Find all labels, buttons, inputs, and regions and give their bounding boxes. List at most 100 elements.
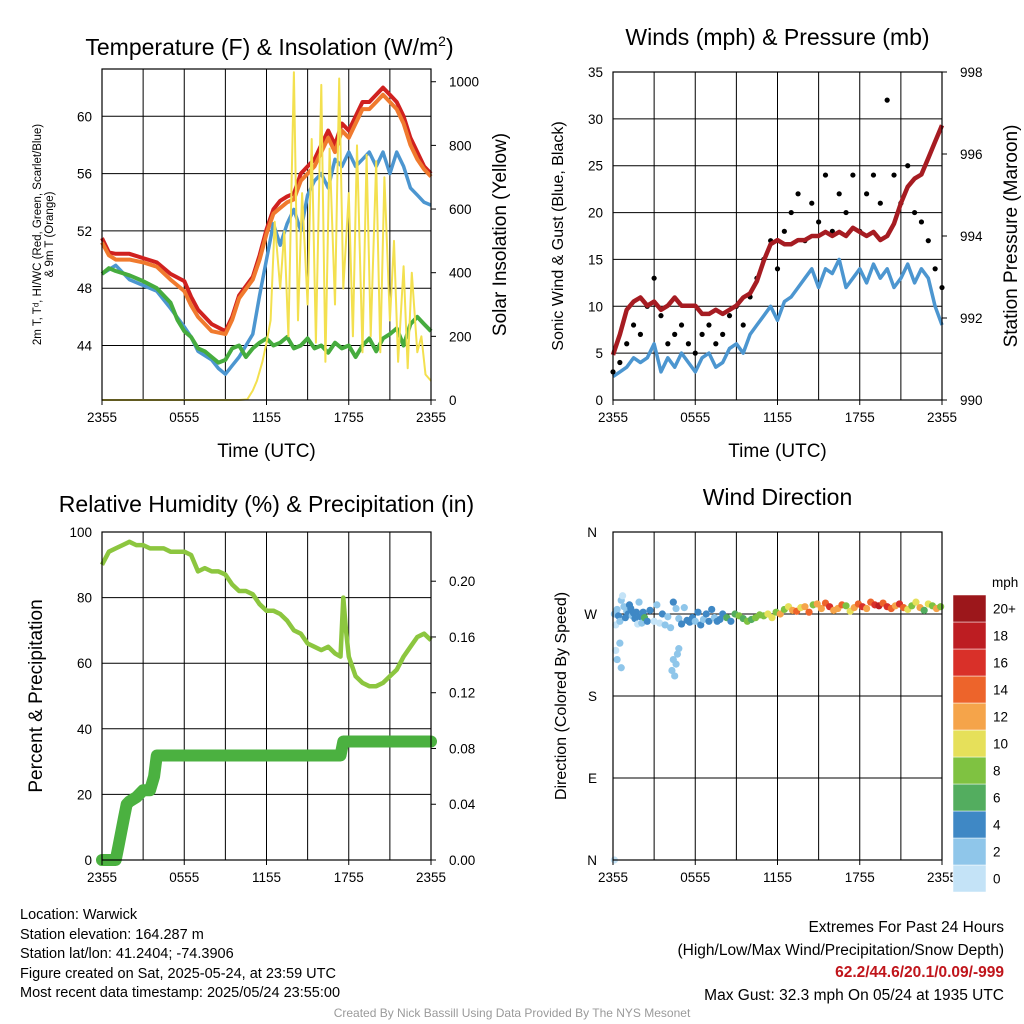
x-tick-label: 2355 bbox=[416, 870, 446, 885]
series-line bbox=[610, 124, 945, 356]
y-left-tick-label: 20 bbox=[77, 787, 92, 802]
credit-line: Created By Nick Bassill Using Data Provi… bbox=[333, 1006, 691, 1020]
direction-point bbox=[842, 602, 850, 610]
extremes-values: 62.2/44.6/20.1/0.09/-999 bbox=[835, 964, 1004, 981]
y-left-tick-label: 56 bbox=[77, 167, 92, 182]
y-left-tick-label: 80 bbox=[77, 591, 92, 606]
y-right-tick-label: 200 bbox=[449, 329, 472, 344]
direction-point bbox=[638, 619, 646, 627]
gust-point bbox=[630, 322, 637, 328]
colorbar-label: 14 bbox=[993, 683, 1009, 698]
colorbar-swatch bbox=[952, 648, 987, 677]
grid-lines bbox=[612, 71, 943, 401]
y-right-tick-label: 990 bbox=[960, 393, 983, 408]
direction-point bbox=[661, 621, 669, 629]
colorbar-swatch bbox=[952, 810, 987, 839]
y-left-tick-label: 60 bbox=[77, 656, 92, 671]
station-location: Location: Warwick bbox=[20, 907, 138, 923]
gust-point bbox=[788, 209, 794, 216]
x-tick-label: 0555 bbox=[680, 410, 710, 425]
panel-rh: 2355 0555 1155 1755 2355 0 20 40 60 80 100 0.00 0.04… bbox=[26, 491, 476, 885]
direction-point bbox=[666, 624, 675, 632]
y-right-tick-label: 1000 bbox=[449, 75, 479, 90]
direction-point bbox=[658, 610, 666, 618]
y-left-tick-label: 0 bbox=[595, 393, 603, 408]
gust-point bbox=[699, 331, 705, 337]
direction-point bbox=[616, 617, 624, 625]
y-direction-tick-label: W bbox=[584, 607, 597, 622]
y-left-tick-label: 30 bbox=[588, 112, 603, 127]
colorbar-label: 0 bbox=[993, 872, 1001, 887]
direction-point bbox=[650, 617, 658, 625]
station-latlon: Station lat/lon: 41.2404; -74.3906 bbox=[20, 946, 234, 962]
direction-point bbox=[669, 598, 677, 606]
x-axis-label: Time (UTC) bbox=[217, 441, 316, 462]
gust-point bbox=[720, 331, 726, 337]
gust-point bbox=[843, 209, 849, 216]
direction-point bbox=[635, 598, 643, 606]
y-left-tick-label: 25 bbox=[588, 159, 603, 174]
direction-point bbox=[653, 601, 661, 609]
direction-point bbox=[920, 606, 928, 614]
direction-point bbox=[699, 615, 708, 624]
y-left-tick-label: 35 bbox=[588, 65, 603, 80]
speed-colorbar: mph 0 2 4 6 8 10 12 14 16 18 20+ bbox=[952, 575, 1018, 893]
gust-point bbox=[932, 266, 938, 272]
direction-point bbox=[817, 604, 825, 613]
y-left-tick-label: 60 bbox=[77, 109, 92, 124]
gust-point bbox=[864, 191, 870, 197]
extremes-subtitle: (High/Low/Max Wind/Precipitation/Snow De… bbox=[677, 941, 1005, 959]
direction-point bbox=[708, 605, 716, 614]
gust-point bbox=[726, 313, 733, 319]
gust-point bbox=[822, 172, 829, 178]
direction-point bbox=[697, 621, 705, 629]
direction-point bbox=[675, 645, 683, 653]
gust-point bbox=[911, 209, 918, 216]
x-tick-label: 1155 bbox=[763, 410, 792, 425]
y-left-axis-label: Direction (Colored By Speed) bbox=[553, 592, 570, 800]
y-left-tick-label: 100 bbox=[69, 525, 92, 540]
direction-point bbox=[668, 666, 676, 675]
y-right-tick-label: 0.00 bbox=[449, 853, 475, 868]
x-tick-label: 2355 bbox=[416, 410, 446, 425]
y-right-tick-label: 800 bbox=[449, 138, 472, 153]
y-right-tick-label: 998 bbox=[960, 65, 983, 80]
station-info: Location: Warwick Station elevation: 164… bbox=[20, 906, 340, 1004]
y-right-tick-label: 0 bbox=[449, 393, 457, 408]
direction-point bbox=[672, 604, 680, 613]
gust-point bbox=[617, 359, 623, 366]
y-left-axis-label: Percent & Precipitation bbox=[26, 599, 47, 792]
x-tick-label: 1155 bbox=[252, 410, 281, 425]
direction-point bbox=[805, 608, 813, 616]
y-left-tick-label: 44 bbox=[77, 339, 93, 354]
y-right-tick-label: 994 bbox=[960, 229, 983, 244]
panel-temp: 2355 0555 1155 1755 235544485256600200400600… bbox=[32, 33, 511, 462]
x-tick-label: 2355 bbox=[87, 410, 117, 425]
y-right-tick-label: 0.04 bbox=[449, 797, 476, 812]
y-left-axis-label: 2m T, Tᵈ, HI/WC (Red, Green, Scarlet/Blu… bbox=[32, 124, 44, 345]
gust-point bbox=[877, 200, 883, 206]
direction-point bbox=[613, 655, 621, 664]
x-axis-label: Time (UTC) bbox=[728, 441, 827, 462]
x-tick-label: 0555 bbox=[169, 410, 199, 425]
gust-point bbox=[658, 313, 664, 319]
direction-point bbox=[863, 604, 871, 613]
station-elevation: Station elevation: 164.287 m bbox=[20, 926, 204, 943]
gust-point bbox=[905, 163, 911, 169]
direction-point bbox=[680, 604, 688, 612]
direction-point bbox=[616, 639, 624, 647]
direction-point bbox=[937, 603, 945, 611]
gust-point bbox=[836, 191, 842, 197]
recent-timestamp: Most recent data timestamp: 2025/05/24 2… bbox=[20, 985, 341, 1001]
x-tick-label: 0555 bbox=[680, 870, 710, 885]
x-tick-label: 2355 bbox=[598, 410, 628, 425]
series-line bbox=[100, 539, 433, 689]
colorbar-label: 12 bbox=[993, 710, 1008, 725]
direction-point bbox=[716, 615, 724, 624]
colorbar-label: 2 bbox=[993, 845, 1001, 860]
grid-lines bbox=[101, 531, 432, 861]
direction-point bbox=[671, 672, 679, 680]
figure-created: Figure created on Sat, 2025-05-24, at 23… bbox=[20, 965, 336, 982]
direction-point bbox=[677, 620, 686, 628]
y-left-axis-label: & 9m T (Orange) bbox=[44, 191, 56, 277]
